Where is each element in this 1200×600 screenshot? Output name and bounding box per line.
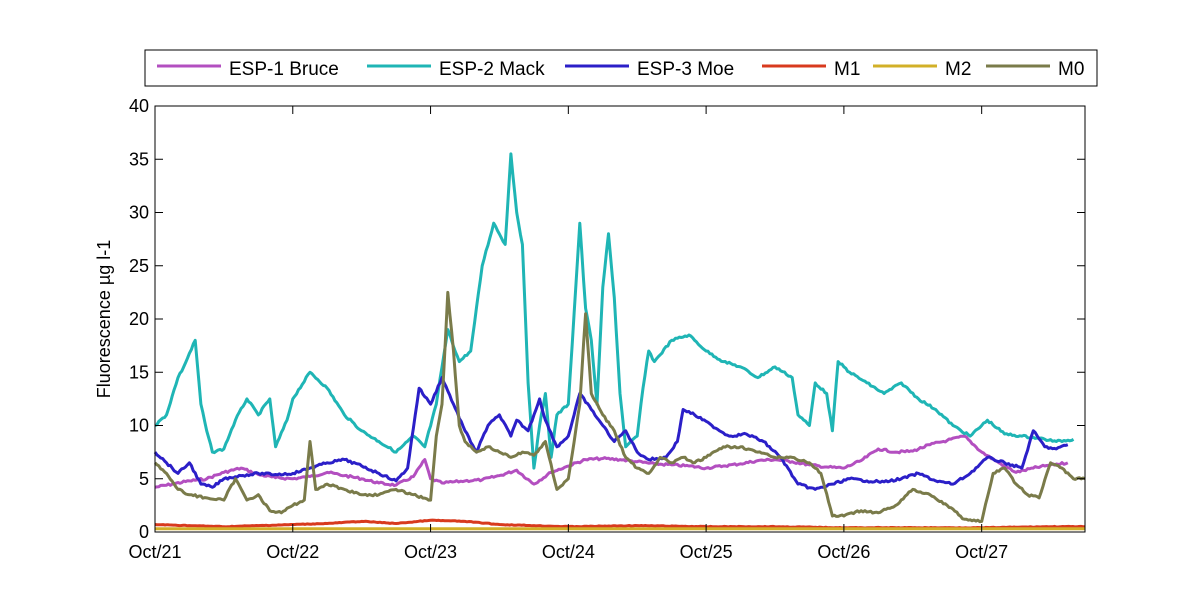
legend-box	[144, 49, 1098, 87]
y-tick-label: 20	[129, 309, 149, 329]
y-tick-label: 40	[129, 96, 149, 116]
legend: ESP-1 Bruce ESP-2 Mack ESP-3 Moe M1 M2 M0	[144, 49, 1098, 87]
y-axis-label: Fluorescence µg l-1	[94, 240, 114, 398]
legend-label: ESP-1 Bruce	[229, 59, 339, 80]
axis-ticks: Oct/21 Oct/22 Oct/23 Oct/24 Oct/25 Oct/26 Oct/…	[128, 96, 1085, 562]
x-tick-label: Oct/26	[817, 542, 870, 562]
legend-label: ESP-3 Moe	[637, 59, 734, 80]
x-tick-label: Oct/22	[266, 542, 319, 562]
y-tick-label: 5	[139, 469, 149, 489]
y-tick-label: 10	[129, 416, 149, 436]
x-tick-label: Oct/23	[404, 542, 457, 562]
legend-label: M1	[834, 59, 860, 80]
y-tick-label: 25	[129, 256, 149, 276]
x-tick-label: Oct/27	[955, 542, 1008, 562]
series-layer	[153, 152, 1086, 531]
legend-label: M2	[945, 59, 971, 80]
y-tick-label: 35	[129, 149, 149, 169]
x-tick-label: Oct/25	[680, 542, 733, 562]
legend-label: ESP-2 Mack	[439, 59, 545, 80]
y-tick-label: 15	[129, 362, 149, 382]
legend-label: M0	[1058, 59, 1084, 80]
series-line-5	[153, 290, 1086, 524]
y-tick-label: 0	[139, 522, 149, 542]
series-line-1	[154, 152, 1075, 470]
y-tick-label: 30	[129, 203, 149, 223]
x-tick-label: Oct/24	[542, 542, 595, 562]
x-tick-label: Oct/21	[128, 542, 181, 562]
